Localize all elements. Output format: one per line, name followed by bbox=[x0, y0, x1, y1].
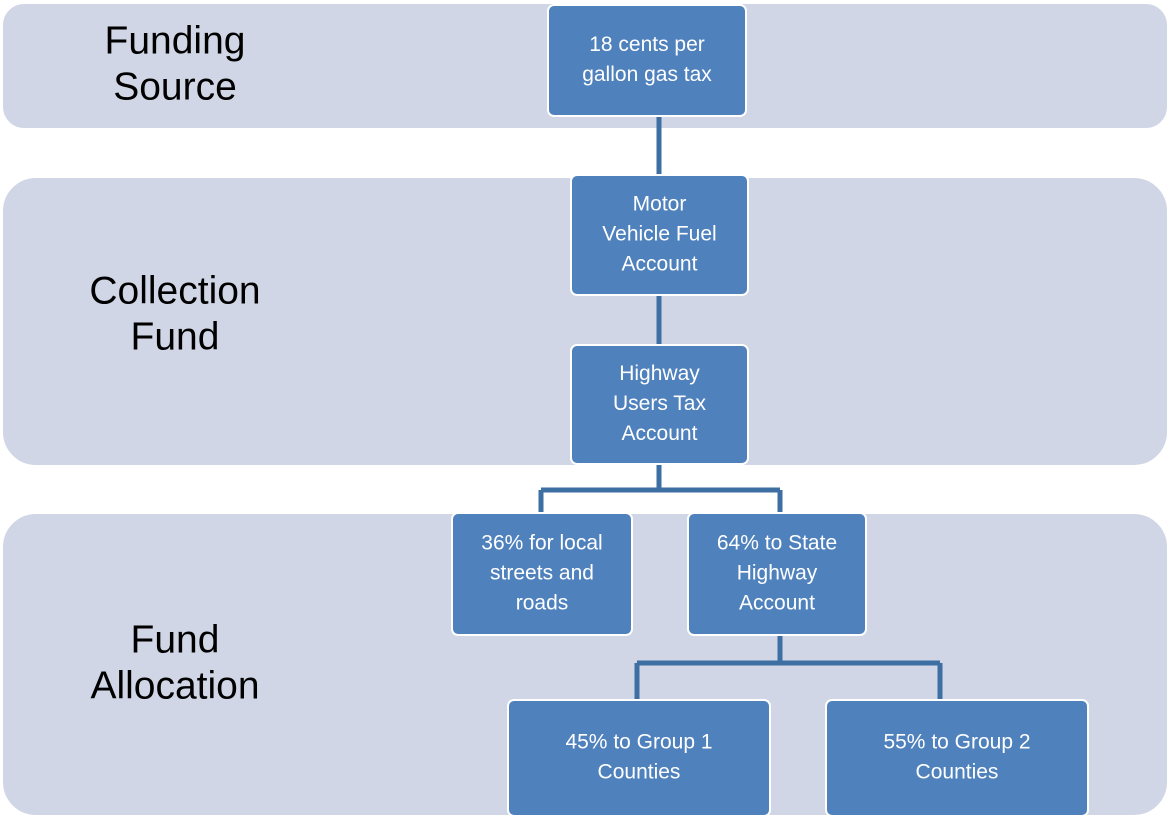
node-box bbox=[570, 344, 749, 465]
connectors bbox=[538, 116, 943, 700]
node-label: gallon gas tax bbox=[582, 63, 712, 86]
node-label: Users Tax bbox=[613, 392, 706, 415]
content: FundingSourceCollectionFundFundAllocatio… bbox=[89, 4, 1089, 817]
node-label: 36% for local bbox=[481, 532, 602, 555]
node-label: Vehicle Fuel bbox=[602, 223, 716, 246]
node-box bbox=[687, 512, 867, 636]
node-box bbox=[547, 4, 747, 117]
band-label: Allocation bbox=[90, 664, 259, 707]
connector bbox=[538, 464, 783, 513]
node-box bbox=[825, 699, 1089, 817]
node-label: Account bbox=[622, 422, 698, 445]
node-label: Counties bbox=[916, 761, 999, 784]
connector bbox=[634, 635, 943, 700]
band-label: Source bbox=[113, 65, 237, 108]
node-label: Highway bbox=[737, 562, 818, 585]
band-label: Fund bbox=[131, 315, 220, 358]
node-label: Account bbox=[622, 253, 698, 276]
node-label: 64% to State bbox=[717, 532, 837, 555]
node-label: 55% to Group 2 bbox=[883, 731, 1030, 754]
node-label: 45% to Group 1 bbox=[565, 731, 712, 754]
band-label: Collection bbox=[89, 269, 260, 312]
node-box bbox=[451, 512, 633, 636]
node-box bbox=[570, 174, 749, 296]
node-label: Highway bbox=[619, 362, 700, 385]
node-label: Motor bbox=[633, 193, 687, 216]
band-label: Fund bbox=[131, 618, 220, 661]
node-label: 18 cents per bbox=[589, 33, 705, 56]
node-label: Counties bbox=[598, 761, 681, 784]
node-label: roads bbox=[516, 592, 569, 615]
node-label: Account bbox=[739, 592, 815, 615]
node-box bbox=[507, 699, 771, 817]
node-label: streets and bbox=[490, 562, 594, 585]
band-label: Funding bbox=[105, 19, 246, 62]
